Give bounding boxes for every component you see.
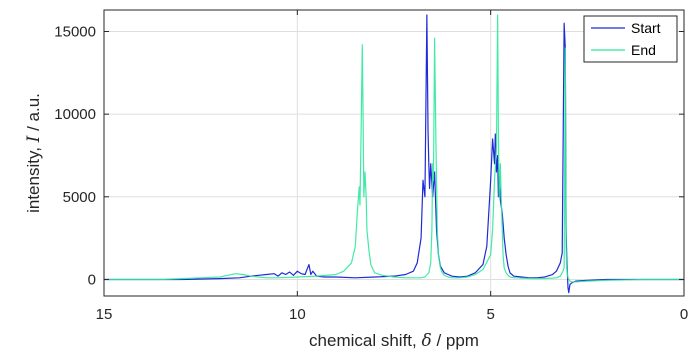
x-tick-label: 0 [680,306,688,323]
y-tick-label: 15000 [54,23,96,40]
x-tick-label: 5 [486,306,494,323]
x-axis-label-prefix: chemical shift, [309,331,421,350]
legend-label-end: End [631,42,656,58]
plot-area-border [103,9,685,297]
x-axis-label: chemical shift, δ / ppm [309,331,479,351]
axis-ticks: 15 10 5 0 0 5000 10000 15000 [54,10,688,323]
y-axis-label-prefix: intensity, [24,142,43,213]
x-tick-label: 15 [96,306,113,323]
y-axis-label-symbol: I [24,135,44,143]
series-group [104,14,684,294]
series-line-end [104,14,684,283]
legend: Start End [583,15,678,63]
x-tick-label: 10 [289,306,306,323]
x-axis-label-suffix: / ppm [432,331,479,350]
y-axis-label: intensity, I / a.u. [24,93,44,213]
y-tick-label: 5000 [63,189,96,206]
legend-label-start: Start [631,20,661,36]
y-axis-label-suffix: / a.u. [24,93,43,136]
legend-box [583,15,678,63]
series-line-start [104,14,684,294]
x-axis-label-symbol: δ [421,331,431,351]
y-tick-label: 10000 [54,106,96,123]
y-tick-label: 0 [88,271,96,288]
